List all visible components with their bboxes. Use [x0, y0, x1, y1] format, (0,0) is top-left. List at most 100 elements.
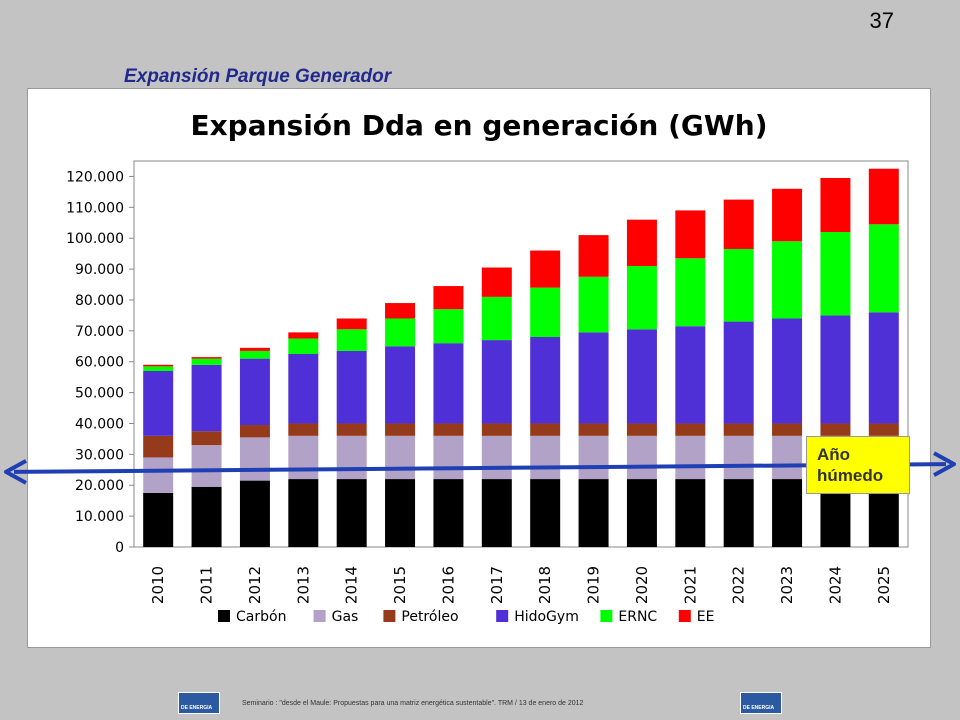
ministry-logo-left: DE ENERGIA [178, 692, 220, 714]
bar-segment-2021 [675, 435, 706, 480]
y-tick-label: 30.000 [75, 447, 124, 463]
bar-segment-2021 [675, 258, 706, 327]
y-tick-label: 10.000 [75, 509, 124, 525]
ministry-logo-right: DE ENERGIA [740, 692, 782, 714]
legend-swatch [313, 610, 326, 622]
bar-segment-2011 [191, 486, 222, 547]
legend-swatch [218, 610, 230, 622]
x-tick-label: 2020 [633, 566, 651, 604]
bar-segment-2016 [433, 343, 464, 424]
bar-segment-2017 [481, 267, 512, 297]
bar-segment-2018 [530, 423, 561, 436]
bar-segment-2011 [191, 357, 222, 359]
y-tick-label: 120.000 [66, 169, 124, 185]
bar-segment-2016 [433, 423, 464, 436]
x-tick-label: 2025 [875, 566, 893, 604]
x-tick-label: 2022 [730, 566, 748, 604]
bar-segment-2013 [288, 354, 319, 424]
y-tick-label: 70.000 [75, 324, 124, 340]
stacked-bar-chart: Expansión Dda en generación (GWh) 0 10.000… [66, 109, 909, 625]
left-arrowhead [4, 459, 27, 485]
bar-segment-2021 [675, 423, 706, 436]
x-tick-label: 2016 [439, 566, 457, 604]
bar-segment-2011 [191, 431, 222, 446]
bar-segment-2021 [675, 210, 706, 259]
bar-segment-2015 [385, 346, 416, 424]
bar-segment-2013 [288, 435, 319, 480]
bar-segment-2016 [433, 435, 464, 480]
bar-segment-2010 [143, 364, 174, 367]
x-tick-label: 2015 [391, 566, 409, 604]
y-tick-label: 0 [115, 540, 124, 556]
bar-segment-2024 [820, 177, 851, 233]
bar-segment-2011 [191, 358, 222, 365]
bar-segment-2018 [530, 435, 561, 480]
y-tick-label: 80.000 [75, 293, 124, 309]
bar-segment-2024 [820, 315, 851, 424]
bar-segment-2013 [288, 332, 319, 339]
chart-title: Expansión Dda en generación (GWh) [190, 109, 767, 142]
bar-segment-2014 [336, 318, 367, 330]
bar-segment-2012 [239, 437, 270, 481]
bar-segment-2019 [578, 435, 609, 480]
bar-segment-2014 [336, 329, 367, 351]
slide-title: Expansión Parque Generador [124, 66, 392, 87]
legend-swatch [678, 610, 691, 622]
legend-swatch [600, 610, 613, 622]
x-tick-label: 2023 [778, 566, 796, 604]
plot-area-frame [133, 160, 909, 548]
bar-segment-2023 [772, 435, 803, 480]
bar-segment-2021 [675, 479, 706, 547]
bar-segment-2015 [385, 435, 416, 480]
right-arrowhead [933, 451, 956, 477]
bar-segment-2013 [288, 338, 319, 354]
bar-segment-2014 [336, 479, 367, 547]
bar-segment-2012 [239, 425, 270, 438]
bar-segment-2025 [868, 168, 899, 225]
bar-segment-2022 [723, 321, 754, 424]
logo-text-right: DE ENERGIA [743, 705, 775, 711]
x-tick-label: 2024 [826, 566, 844, 604]
legend-swatch [496, 610, 509, 622]
bar-segment-2011 [191, 364, 222, 432]
bar-segment-2022 [723, 249, 754, 322]
bar-segment-2019 [578, 479, 609, 547]
bar-segment-2024 [820, 423, 851, 436]
x-tick-label: 2019 [585, 566, 603, 604]
bar-segment-2020 [626, 423, 657, 436]
bar-segment-2013 [288, 423, 319, 436]
x-tick-label: 2010 [149, 566, 167, 604]
bar-segment-2017 [481, 296, 512, 341]
legend-label: ERNC [618, 609, 657, 625]
wet-year-note-text: Año húmedo [817, 445, 884, 485]
y-tick-label: 60.000 [75, 355, 124, 371]
bar-segment-2024 [820, 232, 851, 316]
bar-segment-2020 [626, 435, 657, 480]
bar-segment-2023 [772, 423, 803, 436]
legend-label: Carbón [236, 609, 286, 625]
x-tick-label: 2014 [343, 566, 361, 604]
bar-segment-2010 [143, 435, 174, 458]
bar-segment-2012 [239, 350, 270, 359]
bar-segment-2014 [336, 350, 367, 424]
y-tick-label: 100.000 [66, 231, 124, 247]
x-tick-label: 2013 [294, 566, 312, 604]
bar-segment-2012 [239, 358, 270, 426]
legend-label: HidoGym [514, 609, 579, 625]
bar-segment-2017 [481, 435, 512, 480]
bar-segment-2022 [723, 423, 754, 436]
bar-segment-2018 [530, 479, 561, 547]
x-tick-label: 2011 [198, 566, 216, 604]
chart-container: Expansión Dda en generación (GWh) 0 10.000… [27, 88, 931, 648]
x-tick-label: 2017 [488, 566, 506, 604]
bar-segment-2014 [336, 423, 367, 436]
bar-segment-2018 [530, 250, 561, 288]
bar-segment-2015 [385, 423, 416, 436]
bar-segment-2022 [723, 479, 754, 547]
legend-label: Petróleo [401, 609, 458, 625]
x-tick-label: 2012 [246, 566, 264, 604]
bar-segment-2025 [868, 224, 899, 313]
legend-label: Gas [332, 609, 359, 625]
bar-segment-2025 [868, 312, 899, 424]
bar-segment-2022 [723, 199, 754, 250]
